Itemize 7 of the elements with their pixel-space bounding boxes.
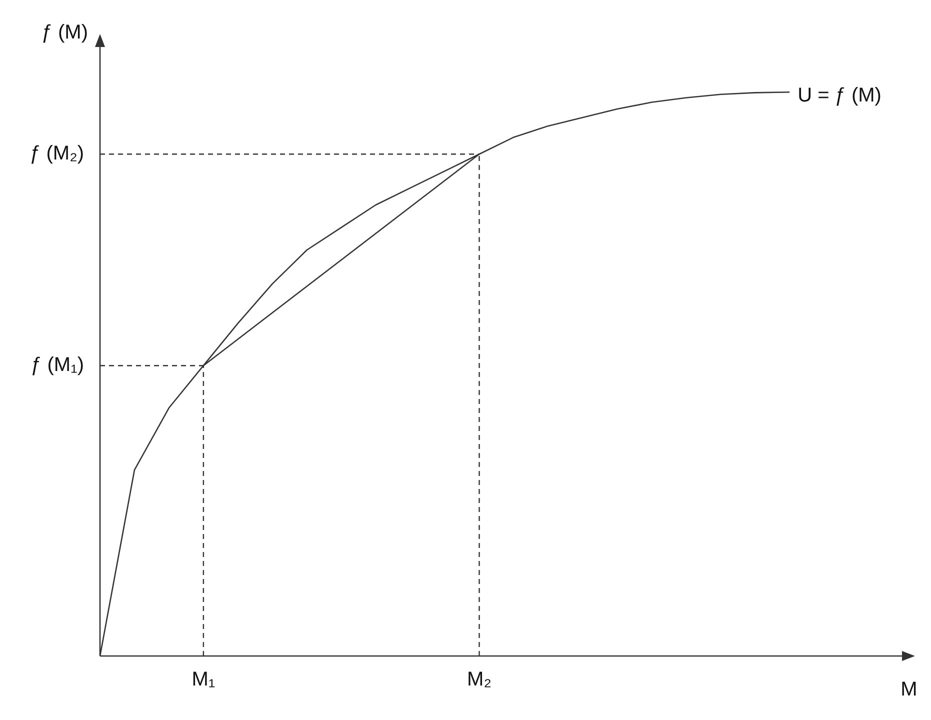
ref-line-label: ƒ (M₂) [30,142,84,165]
x-tick-label: M₁ [192,668,216,691]
y-axis-title: ƒ (M) [41,22,88,44]
ref-line-label: ƒ (M₁) [30,354,84,376]
x-tick-label: M₂ [467,668,492,691]
series-label: U = ƒ (M) [798,84,882,107]
x-axis-title: M [900,678,918,701]
